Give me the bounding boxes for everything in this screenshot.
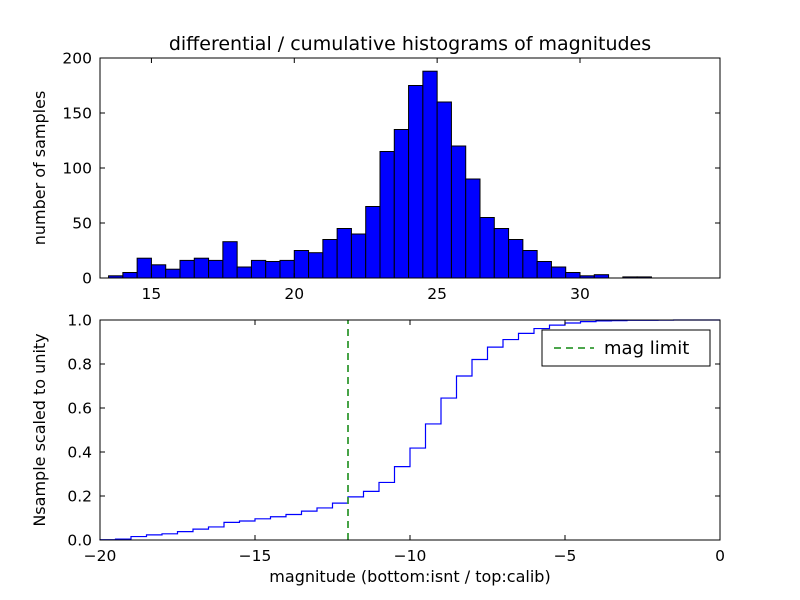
- top-plot-differential-histogram: 15 20 25 30 0 50 100 150 200 number of samples: [30, 50, 721, 303]
- y-tick-label: 50: [72, 215, 92, 233]
- histogram-bar: [422, 70, 438, 279]
- histogram-bar: [336, 228, 352, 279]
- histogram-bar: [408, 85, 424, 279]
- cumulative-content: [99, 319, 720, 541]
- bottom-axes-frame: [99, 319, 721, 541]
- x-tick-label: −5: [554, 547, 577, 565]
- histogram-bar: [250, 259, 267, 279]
- y-tick-label: 0.4: [67, 444, 92, 462]
- y-tick-label: 0.8: [67, 356, 92, 374]
- histogram-bar: [122, 272, 138, 279]
- y-tick-label: 1.0: [67, 312, 92, 330]
- top-ylabel: number of samples: [30, 91, 49, 246]
- x-tick-label: 30: [570, 285, 590, 303]
- figure-title: differential / cumulative histograms of …: [169, 33, 651, 55]
- cumulative-step-line: [99, 319, 720, 541]
- x-tick-label: −15: [239, 547, 272, 565]
- histogram-bar: [293, 250, 310, 279]
- histogram-bar: [436, 101, 452, 279]
- x-tick-label: 15: [142, 285, 162, 303]
- x-tick-label: −10: [394, 547, 427, 565]
- histogram-bar: [393, 129, 410, 279]
- histogram-bar: [265, 261, 281, 279]
- top-axes-frame: [99, 57, 721, 279]
- histogram-bar: [222, 241, 238, 279]
- y-tick-label: 150: [62, 105, 92, 123]
- x-tick-label: 25: [427, 285, 447, 303]
- bottom-plot-ticks: −20 −15 −10 −5 0 0.0 0.2 0.4 0.6 0.8 1.0: [67, 312, 725, 566]
- histogram-bar: [450, 145, 467, 279]
- histogram-bar: [465, 178, 481, 279]
- top-plot-ticks: 15 20 25 30 0 50 100 150 200: [62, 50, 720, 303]
- x-tick-label: 0: [715, 547, 725, 565]
- y-tick-label: 200: [62, 50, 92, 68]
- bottom-ylabel: Nsample scaled to unity: [30, 333, 49, 526]
- histogram-bar: [322, 239, 338, 279]
- x-tick-label: 20: [284, 285, 304, 303]
- histogram-bar: [193, 257, 210, 279]
- histogram-bars: [108, 70, 652, 279]
- y-tick-label: 0.6: [67, 400, 92, 418]
- histogram-bar: [350, 233, 367, 279]
- histogram-bar: [179, 259, 195, 279]
- histogram-bar: [236, 266, 252, 279]
- histogram-bar: [165, 268, 181, 279]
- histogram-bar: [508, 239, 524, 279]
- histogram-bar: [279, 259, 295, 279]
- bottom-plot-cumulative-histogram: −20 −15 −10 −5 0 0.0 0.2 0.4 0.6 0.8 1.0 Nsample s…: [30, 312, 725, 587]
- legend: mag limit: [541, 329, 711, 367]
- histogram-bar: [208, 259, 224, 279]
- histogram-bar: [365, 206, 381, 279]
- x-tick-label: −20: [84, 547, 117, 565]
- histogram-bar: [536, 261, 552, 279]
- y-tick-label: 0.0: [67, 532, 92, 550]
- y-tick-label: 0.2: [67, 488, 92, 506]
- histogram-bar: [550, 266, 567, 279]
- y-tick-label: 0: [82, 270, 92, 288]
- histogram-bar: [150, 264, 167, 279]
- xlabel: magnitude (bottom:isnt / top:calib): [269, 567, 550, 586]
- histogram-bar: [136, 257, 152, 279]
- histogram-bar: [308, 252, 324, 279]
- histogram-bar: [493, 228, 510, 279]
- legend-mag-limit-label: mag limit: [604, 338, 689, 359]
- y-tick-label: 100: [62, 160, 92, 178]
- histogram-bar: [522, 250, 538, 279]
- histogram-bar: [479, 217, 495, 279]
- histogram-bar: [379, 151, 395, 279]
- histogram-bar: [565, 272, 581, 279]
